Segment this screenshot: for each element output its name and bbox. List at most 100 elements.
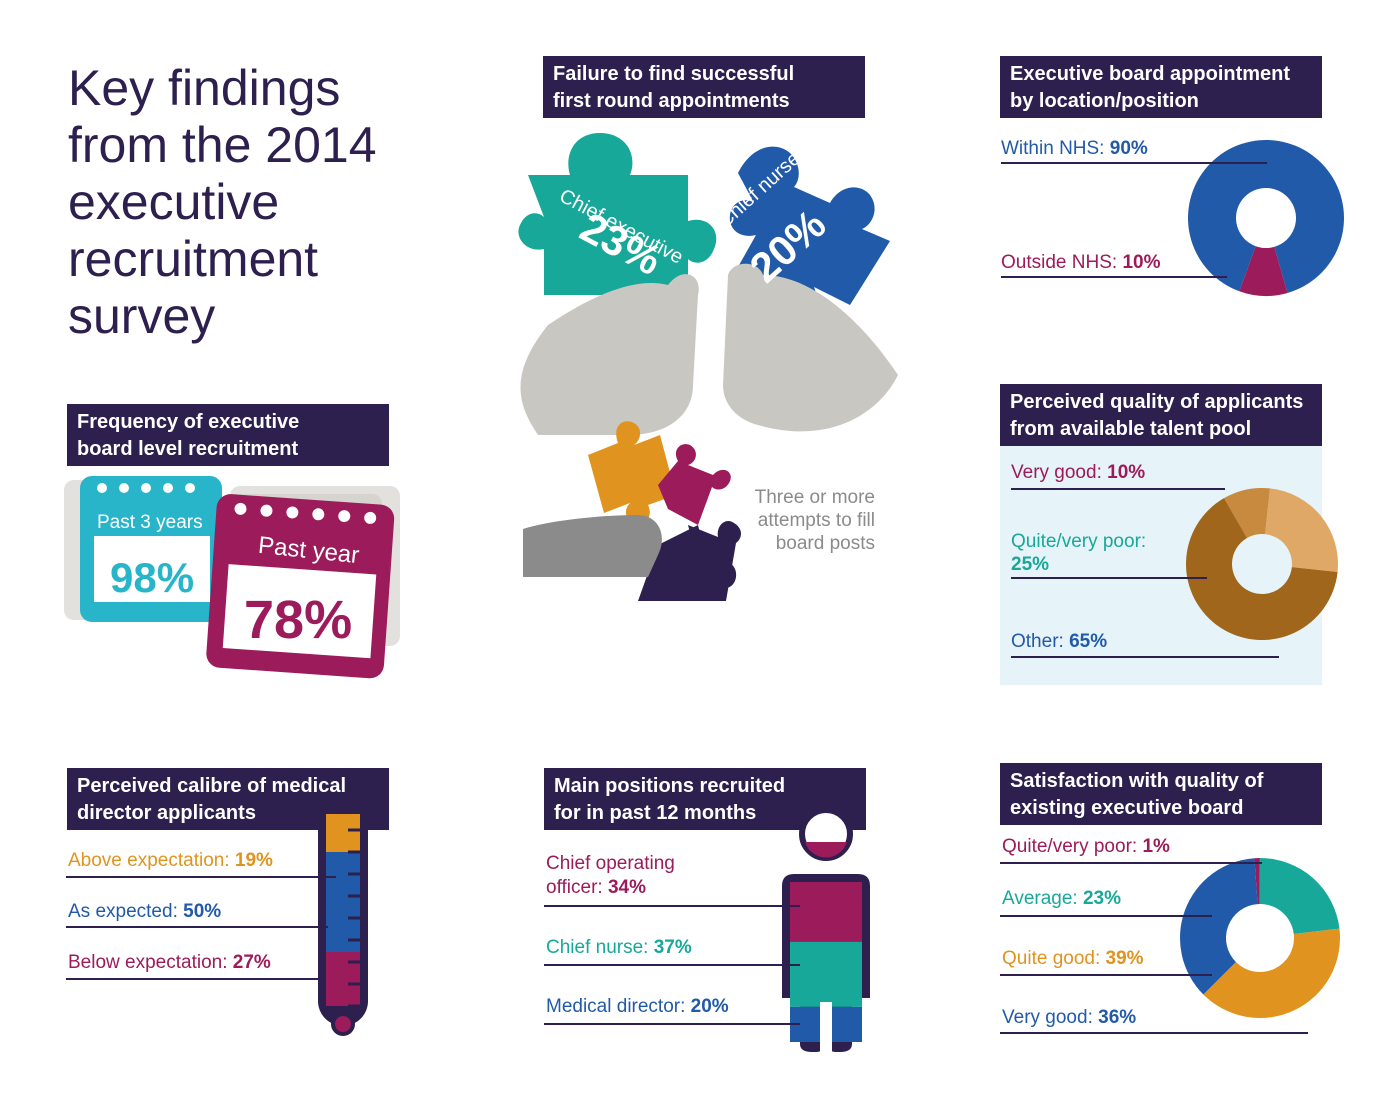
positions-header-line: for in past 12 months: [554, 802, 757, 824]
calibre-above-line: [66, 876, 336, 878]
person-head-fill: [805, 842, 847, 858]
positions-md-text: Medical director:: [546, 996, 686, 1017]
satisfaction-qg-text: Quite good:: [1002, 948, 1101, 969]
quality-pool-header: Perceived quality of applicants from ava…: [1000, 384, 1322, 446]
satisfaction-vg-text: Very good:: [1002, 1007, 1093, 1028]
location-donut-slice: [1188, 140, 1344, 293]
quality-very-good-text: Very good:: [1011, 462, 1102, 483]
calibre-thermometer-chart: [318, 806, 368, 1036]
positions-md-label: Medical director: 20%: [546, 996, 729, 1018]
within-nhs-line: [1001, 162, 1267, 164]
satisfaction-header-line: existing executive board: [1010, 797, 1244, 819]
satisfaction-vg-line: [1000, 1032, 1308, 1034]
satisfaction-vg-label: Very good: 36%: [1002, 1007, 1136, 1029]
satisfaction-donut-slice: [1259, 858, 1340, 935]
location-header: Executive board appointment by location/…: [1000, 56, 1322, 118]
location-donut-chart: [1188, 140, 1344, 296]
quality-donut-slice: [1186, 498, 1338, 640]
failure-header-line: first round appointments: [553, 90, 790, 112]
location-header-line: by location/position: [1010, 90, 1199, 112]
satisfaction-poor-line: [1000, 862, 1262, 864]
positions-cn-line: [544, 964, 800, 966]
positions-cn-text: Chief nurse:: [546, 937, 649, 958]
quality-very-good-label: Very good: 10%: [1011, 462, 1145, 484]
positions-coo-line: [544, 905, 800, 907]
frequency-header-line: Frequency of executive: [77, 411, 300, 433]
outside-nhs-text: Outside NHS:: [1001, 252, 1118, 273]
calibre-above-label: Above expectation: 19%: [68, 850, 273, 872]
quality-pool-header-line: from available talent pool: [1010, 418, 1252, 440]
satisfaction-donut-slice: [1254, 858, 1260, 905]
page-title: Key findings from the 2014 executive rec…: [68, 60, 377, 345]
satisfaction-donut-slice: [1180, 858, 1258, 995]
calibre-header: Perceived calibre of medical director ap…: [67, 768, 389, 830]
person-segment: [790, 882, 862, 942]
calibre-above-text: Above expectation:: [68, 850, 230, 871]
outside-nhs-value: 10%: [1122, 252, 1161, 273]
quality-donut-slice: [1224, 488, 1270, 539]
calibre-as-value: 50%: [183, 901, 222, 922]
quality-poor-label: Quite/very poor: 25%: [1011, 530, 1146, 576]
three-attempts-line: attempts to fill: [757, 510, 875, 531]
past1-value: 78%: [244, 590, 353, 650]
satisfaction-avg-label: Average: 23%: [1002, 888, 1121, 910]
frequency-header: Frequency of executive board level recru…: [67, 404, 389, 466]
positions-coo-text: Chief operating: [546, 853, 675, 874]
satisfaction-avg-value: 23%: [1082, 888, 1122, 909]
title-line: Key findings: [68, 60, 341, 116]
quality-other-line: [1011, 656, 1279, 658]
satisfaction-poor-label: Quite/very poor: 1%: [1002, 836, 1170, 858]
person-leg-gap: [820, 1002, 832, 1054]
thermometer-segment: [326, 852, 360, 952]
positions-cn-value: 37%: [653, 937, 692, 958]
quality-pool-background: [1000, 445, 1322, 685]
quality-other-label: Other: 65%: [1011, 631, 1107, 653]
positions-coo-text: officer:: [546, 877, 603, 898]
satisfaction-avg-line: [1000, 915, 1212, 917]
satisfaction-header-line: Satisfaction with quality of: [1010, 770, 1264, 792]
title-line: survey: [68, 288, 216, 344]
past3-value: 98%: [110, 554, 195, 601]
thermometer-segment: [326, 952, 360, 1006]
positions-person-chart: [782, 807, 870, 1054]
frequency-header-line: board level recruitment: [77, 438, 299, 460]
quality-other-value: 65%: [1069, 631, 1108, 652]
positions-header-line: Main positions recruited: [554, 775, 786, 797]
quality-poor-text: Quite/very poor:: [1011, 531, 1147, 552]
quality-very-good-line: [1011, 488, 1225, 490]
quality-pool-header-line: Perceived quality of applicants: [1010, 391, 1304, 413]
quality-other-text: Other:: [1011, 631, 1064, 652]
three-attempts-text: Three or more attempts to fill board pos…: [745, 486, 875, 555]
outside-nhs-label: Outside NHS: 10%: [1001, 252, 1160, 274]
quality-poor-value: 25%: [1011, 554, 1050, 575]
person-segment: [790, 941, 862, 1007]
failure-header: Failure to find successful first round a…: [543, 56, 865, 118]
positions-md-value: 20%: [690, 996, 729, 1017]
satisfaction-donut-slice: [1203, 928, 1340, 1018]
satisfaction-header: Satisfaction with quality of existing ex…: [1000, 763, 1322, 825]
thermometer-bulb: [331, 1012, 355, 1036]
calibre-below-text: Below expectation:: [68, 952, 228, 973]
title-line: from the 2014: [68, 117, 377, 173]
calibre-header-line: director applicants: [77, 802, 256, 824]
puzzle-illustration: [518, 133, 898, 601]
calibre-below-line: [66, 978, 320, 980]
quality-donut-slice: [1265, 488, 1338, 572]
positions-coo-value: 34%: [607, 877, 646, 898]
positions-coo-label: Chief operating officer: 34%: [546, 852, 675, 900]
positions-cn-label: Chief nurse: 37%: [546, 937, 692, 959]
past3-label: Past 3 years: [97, 512, 203, 533]
satisfaction-donut-chart: [1180, 858, 1340, 1018]
satisfaction-poor-text: Quite/very poor:: [1002, 836, 1138, 857]
calibre-as-line: [66, 926, 328, 928]
satisfaction-vg-value: 36%: [1098, 1007, 1137, 1028]
quality-very-good-value: 10%: [1107, 462, 1146, 483]
three-attempts-line: Three or more: [754, 487, 875, 508]
positions-md-line: [544, 1023, 800, 1025]
calibre-as-text: As expected:: [68, 901, 178, 922]
calendar-illustration: [64, 476, 400, 679]
title-line: executive: [68, 174, 280, 230]
three-attempts-line: board posts: [775, 533, 875, 554]
calibre-below-label: Below expectation: 27%: [68, 952, 271, 974]
satisfaction-avg-text: Average:: [1002, 888, 1078, 909]
